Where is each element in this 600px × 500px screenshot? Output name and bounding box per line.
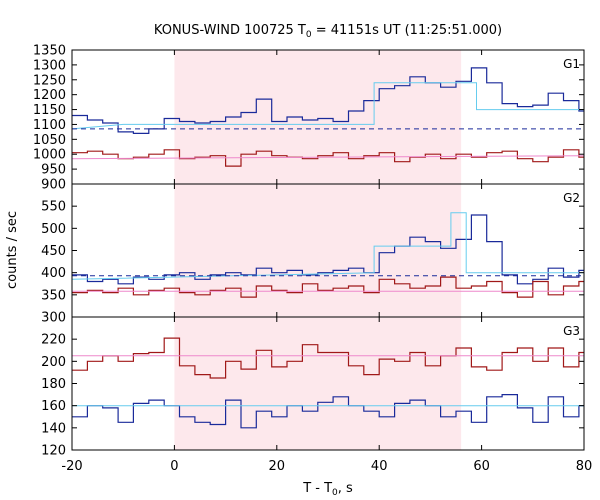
y-tick-label: 300	[41, 311, 66, 326]
y-tick-label: 180	[41, 377, 66, 392]
y-tick-label: 1350	[33, 44, 66, 59]
panels: 90095010001050110011501200125013001350G1…	[33, 44, 592, 475]
g2-upper-hist-series	[72, 214, 584, 285]
y-tick-label: 400	[41, 266, 66, 281]
x-tick-label: 60	[473, 459, 490, 474]
x-tick-label: 20	[269, 459, 286, 474]
x-tick-label: 80	[576, 459, 593, 474]
g1-lower-hist-series	[72, 149, 584, 167]
panel-label: G1	[563, 57, 580, 71]
y-tick-label: 450	[41, 244, 66, 259]
x-tick-label: 0	[170, 459, 178, 474]
y-tick-label: 120	[41, 444, 66, 459]
y-tick-label: 1200	[33, 88, 66, 103]
y-tick-label: 220	[41, 333, 66, 348]
x-tick-label: 40	[371, 459, 388, 474]
y-tick-label: 160	[41, 399, 66, 414]
chart-title: KONUS-WIND 100725 T0 = 41151s UT (11:25:…	[154, 23, 502, 40]
x-axis-title: T - T0, s	[302, 481, 353, 498]
g3-lower-hist-series	[72, 337, 584, 379]
y-tick-label: 350	[41, 288, 66, 303]
g1-upper-fit-series	[71, 82, 584, 130]
y-tick-label: 900	[41, 178, 66, 193]
g3-upper-hist-series	[72, 394, 584, 429]
y-tick-label: 1300	[33, 58, 66, 73]
y-tick-label: 1150	[33, 103, 66, 118]
panel-label: G2	[563, 191, 580, 205]
y-tick-label: 950	[41, 163, 66, 178]
y-tick-label: 1000	[33, 148, 66, 163]
g2-lower-hist-series	[72, 276, 584, 298]
y-tick-label: 550	[41, 200, 66, 215]
g1-lower-fit-series	[71, 155, 585, 160]
g2-upper-fit-series	[71, 212, 584, 280]
y-tick-label: 1250	[33, 73, 66, 88]
y-tick-label: 200	[41, 355, 66, 370]
x-axis: -20 0 20 40 60 80	[61, 459, 592, 474]
panel-g3: 120 140 160 180 200 220 G3	[41, 316, 585, 459]
y-tick-label: 1050	[33, 133, 66, 148]
y-tick-label: 500	[41, 222, 66, 237]
y-tick-label: 140	[41, 421, 66, 436]
y-axis-title: counts / sec	[5, 211, 20, 289]
y-tick-label: 1100	[33, 118, 66, 133]
x-tick-label: -20	[61, 459, 82, 474]
panel-g2: 300 350 400 450 500 550 G2	[41, 183, 585, 326]
panel-label: G3	[563, 324, 580, 338]
burst-interval-shading	[174, 50, 462, 450]
shaded-interval	[174, 50, 462, 450]
g1-upper-hist-series	[72, 67, 584, 134]
